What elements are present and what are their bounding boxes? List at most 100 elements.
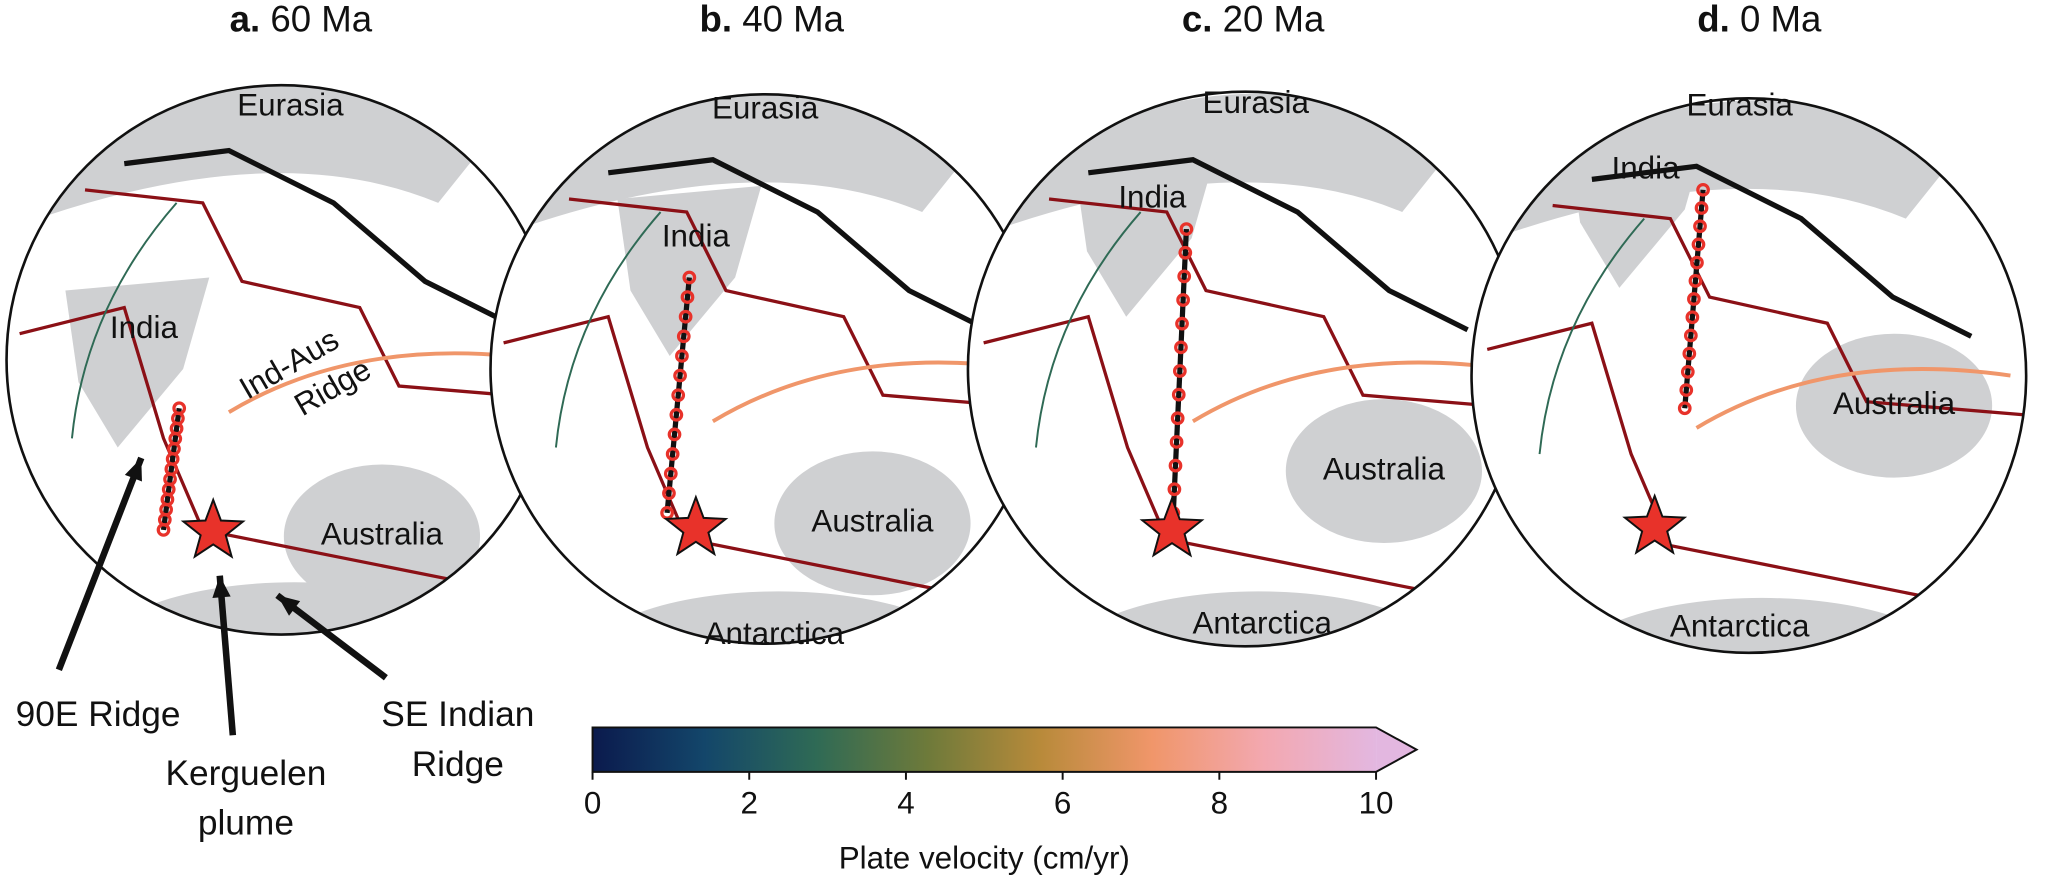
- panel-age: 0 Ma: [1740, 0, 1822, 40]
- hotspot-dot: [1175, 316, 1189, 331]
- flow-line: [554, 211, 662, 448]
- subduction-zone: [1087, 157, 1469, 333]
- subduction-zone: [607, 157, 989, 333]
- panel-letter: b.: [700, 0, 733, 40]
- hotspot-dot: [1168, 458, 1183, 473]
- place-label: Australia: [321, 517, 444, 552]
- tick-label: 4: [897, 786, 914, 821]
- hotspot-dot: [676, 329, 691, 344]
- globe-outline: [1470, 96, 2028, 655]
- land-australia: [1285, 399, 1483, 543]
- hotspot-dot: [1693, 219, 1707, 234]
- plume-star: [1139, 495, 1205, 558]
- tick-label: 0: [584, 786, 601, 821]
- hotspot-dot: [1176, 293, 1190, 307]
- colorbar-outline: [591, 726, 1419, 773]
- place-label: Eurasia: [712, 90, 819, 125]
- hotspot-dot: [1174, 340, 1188, 355]
- tick-label: 8: [1211, 786, 1228, 821]
- place-label: India: [110, 310, 179, 345]
- hotspot-dot: [1690, 255, 1704, 270]
- flow-line: [1695, 367, 2011, 430]
- arrow-shaft: [216, 575, 237, 736]
- place-label: Australia: [1323, 451, 1446, 486]
- hotspot-dot: [1694, 201, 1709, 215]
- panel-title: a. 60 Ma: [230, 0, 373, 40]
- flow-line: [1191, 360, 1508, 424]
- hotspot-dot: [678, 309, 693, 324]
- hotspot-dot: [1685, 310, 1700, 325]
- place-label: Australia: [811, 504, 934, 539]
- hotspot-dot: [1679, 383, 1694, 397]
- plate-boundary: [568, 197, 1040, 410]
- annotation: plume: [198, 804, 294, 843]
- panel-letter: c.: [1182, 0, 1213, 40]
- plume-star: [180, 497, 246, 559]
- place-label: Eurasia: [1203, 85, 1310, 120]
- hotspot-dot: [1680, 364, 1695, 379]
- hotspot-dot: [1179, 222, 1194, 236]
- place-label: Antarctica: [1670, 608, 1810, 643]
- hotspot-dot: [156, 523, 171, 537]
- panel-age: 60 Ma: [270, 0, 372, 40]
- colorbar-label: Plate velocity (cm/yr): [839, 841, 1130, 876]
- hotspot-dot: [1696, 182, 1710, 197]
- hotspot-dot: [667, 427, 682, 442]
- panel-age: 20 Ma: [1223, 0, 1325, 40]
- plume-star: [663, 494, 729, 557]
- hotspot-dot: [671, 388, 686, 403]
- hotspot-dot: [1177, 269, 1192, 284]
- panel-letter: d.: [1697, 0, 1730, 40]
- tick-label: 10: [1359, 786, 1394, 821]
- hotspot-dot: [1688, 273, 1703, 288]
- place-label: India: [1611, 150, 1680, 185]
- subduction-zone: [123, 147, 505, 323]
- place-label: India: [662, 219, 731, 254]
- arrow-shaft: [55, 456, 145, 672]
- panel-title: d. 0 Ma: [1697, 0, 1822, 40]
- flow-line: [1034, 211, 1142, 448]
- arrow-shaft: [275, 592, 388, 681]
- hotspot-track: [1170, 228, 1190, 514]
- arrow-head: [277, 595, 301, 616]
- place-label: Eurasia: [1686, 88, 1793, 123]
- annotation: SE Indian: [381, 695, 534, 734]
- plate-boundary: [84, 188, 556, 401]
- plate-boundary: [1048, 197, 1521, 410]
- place-label: India: [1118, 179, 1187, 214]
- hotspot-dot: [1169, 435, 1184, 449]
- land-india: [1073, 146, 1218, 317]
- hotspot-dot: [1683, 328, 1698, 343]
- hotspot-dot: [663, 466, 678, 481]
- colorbar-extend: [1376, 727, 1417, 772]
- plate-boundary: [1552, 203, 2024, 417]
- annotation: 90E Ridge: [16, 695, 181, 734]
- land-australia: [283, 464, 481, 609]
- panel-letter: a.: [230, 0, 261, 40]
- plume-star: [1622, 493, 1688, 555]
- flow-line: [70, 202, 178, 439]
- land-india: [1567, 117, 1711, 288]
- arrow-head: [124, 457, 142, 482]
- tick-label: 2: [741, 786, 758, 821]
- hotspot-track: [664, 277, 692, 514]
- place-label: Eurasia: [237, 88, 344, 123]
- subduction-zone: [1591, 163, 1973, 339]
- hotspot-dot: [682, 270, 697, 285]
- hotspot-dot: [1682, 346, 1697, 361]
- hotspot-track: [160, 407, 182, 531]
- land-australia: [774, 451, 971, 596]
- hotspot-track: [1682, 189, 1706, 409]
- hotspot-dot: [1687, 292, 1701, 306]
- hotspot-dot: [665, 447, 680, 461]
- tick-label: 6: [1054, 786, 1071, 821]
- hotspot-dot: [680, 290, 695, 304]
- hotspot-dot: [1170, 411, 1185, 426]
- hotspot-dot: [673, 368, 687, 383]
- panel-title: c. 20 Ma: [1182, 0, 1325, 40]
